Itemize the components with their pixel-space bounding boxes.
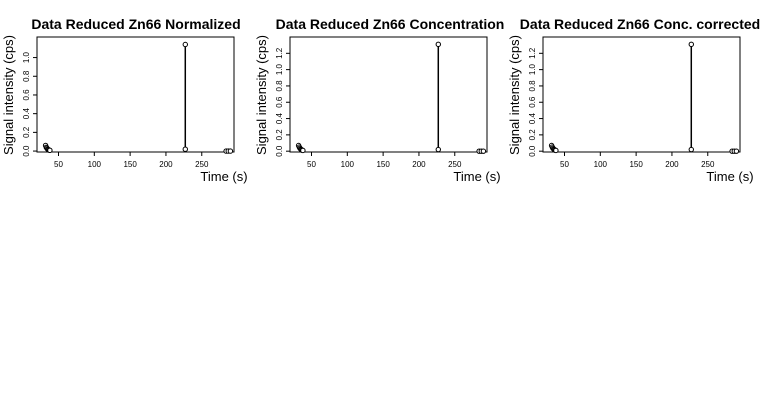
x-axis-label: Time (s): [453, 169, 500, 184]
plot-frame: [542, 36, 741, 153]
y-tick-label: 1.0: [22, 51, 31, 63]
data-point: [227, 148, 234, 154]
chart-panel-3: Data Reduced Zn66 Conc. corrected 50 100 15…: [507, 16, 760, 184]
data-point: [480, 148, 487, 154]
x-tick-label: 200: [159, 160, 173, 169]
x-tick-label: 150: [123, 160, 137, 169]
chart-panel-1: Data Reduced Zn66 Normalized 50 100 150 200 2…: [1, 16, 248, 184]
chart-title: Data Reduced Zn66 Conc. corrected: [520, 16, 760, 32]
y-tick-label: 0.6: [22, 89, 31, 101]
x-tick-label: 200: [665, 160, 679, 169]
x-tick-label: 50: [560, 160, 569, 169]
y-tick-label: 0.4: [22, 108, 31, 120]
y-tick-label: 0.2: [22, 126, 31, 138]
x-tick-label: 150: [629, 160, 643, 169]
y-tick-label: 0.0: [528, 145, 537, 157]
y-axis-label: Signal intensity (cps): [1, 35, 16, 155]
data-point: [688, 41, 694, 48]
y-tick-label: 0.0: [22, 145, 31, 157]
y-tick-label: 0.8: [528, 80, 537, 92]
data-point: [182, 41, 188, 48]
y-tick-label: 1.2: [528, 47, 537, 59]
chart-panel-2: Data Reduced Zn66 Concentration 50 100 150 2…: [254, 16, 504, 184]
x-tick-label: 100: [594, 160, 608, 169]
y-tick-label: 1.0: [275, 64, 284, 76]
y-tick-label: 0.6: [275, 96, 284, 108]
y-tick-label: 0.0: [275, 145, 284, 157]
data-point: [435, 41, 441, 48]
y-tick-label: 1.2: [275, 47, 284, 59]
data-point: [47, 147, 53, 154]
data-point: [435, 146, 441, 153]
y-axis-label: Signal intensity (cps): [507, 35, 522, 155]
plot-frame: [36, 36, 235, 153]
y-tick-label: 0.2: [528, 129, 537, 141]
x-tick-label: 250: [448, 160, 462, 169]
y-tick-label: 0.2: [275, 129, 284, 141]
data-point: [733, 148, 740, 154]
y-tick-label: 0.8: [22, 70, 31, 82]
data-point: [182, 146, 188, 152]
y-tick-label: 0.6: [528, 96, 537, 108]
y-axis-label: Signal intensity (cps): [254, 35, 269, 155]
y-tick-label: 1.0: [528, 64, 537, 76]
x-tick-label: 100: [88, 160, 102, 169]
x-tick-label: 250: [195, 160, 209, 169]
x-axis-label: Time (s): [200, 169, 247, 184]
x-tick-label: 250: [701, 160, 715, 169]
x-tick-label: 200: [412, 160, 426, 169]
plot-frame: [289, 36, 488, 153]
data-point: [300, 147, 306, 154]
x-tick-label: 150: [376, 160, 390, 169]
x-axis-label: Time (s): [706, 169, 753, 184]
y-tick-label: 0.4: [275, 112, 284, 124]
data-point: [553, 147, 559, 154]
y-tick-label: 0.8: [275, 80, 284, 92]
x-tick-label: 100: [341, 160, 355, 169]
x-tick-label: 50: [54, 160, 63, 169]
y-tick-label: 0.4: [528, 112, 537, 124]
chart-title: Data Reduced Zn66 Normalized: [31, 16, 240, 32]
x-tick-label: 50: [307, 160, 316, 169]
data-point: [688, 146, 694, 153]
chart-title: Data Reduced Zn66 Concentration: [276, 16, 505, 32]
